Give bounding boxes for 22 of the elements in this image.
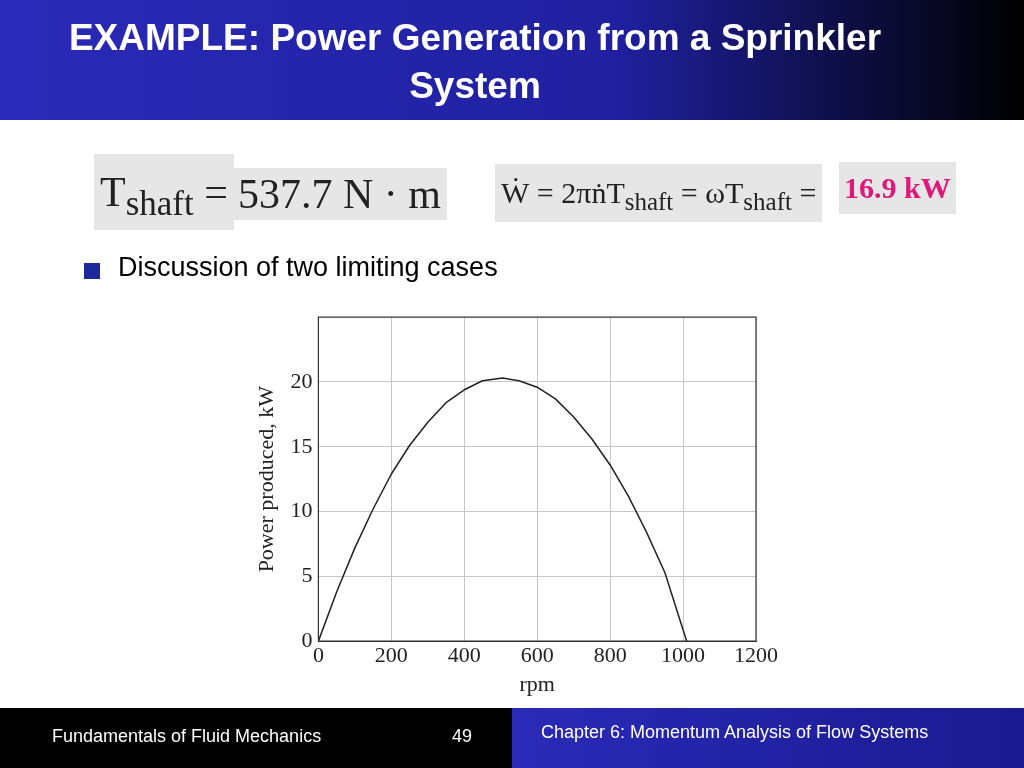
x-tick-label: 1000 — [661, 642, 706, 668]
text: 537.7 N · m — [232, 168, 447, 220]
y-tick-label: 15 — [290, 432, 313, 458]
y-axis-title: Power produced, kW — [252, 385, 278, 573]
text: Discussion of two limiting cases — [118, 252, 498, 283]
x-tick-label: 1200 — [734, 642, 778, 668]
x-tick-label: 600 — [520, 642, 554, 668]
text: Ẇ = 2πṅT$_{shaft}$ = ωT$_{shaft}$ = — [495, 164, 823, 222]
y-tick-label: 5 — [301, 562, 313, 588]
text: 16.9 kW — [839, 162, 956, 214]
y-tick-label: 10 — [290, 497, 313, 523]
y-tick-label: 0 — [301, 626, 313, 652]
chart-title: EXAMPLE: Power Generation from a Sprinkler System — [67, 16, 883, 108]
x-tick-label: 800 — [593, 642, 627, 668]
text: Chapter 6: Momentum Analysis of Flow Systems — [541, 722, 929, 743]
text: Fundamentals of Fluid Mechanics — [52, 726, 322, 747]
x-axis-title: rpm — [519, 670, 555, 696]
text: T$_{shaft}$ = — [94, 154, 234, 230]
x-tick-label: 400 — [447, 642, 481, 668]
y-tick-label: 20 — [290, 367, 313, 393]
text: 49 — [452, 726, 473, 747]
x-tick-label: 200 — [374, 642, 408, 668]
